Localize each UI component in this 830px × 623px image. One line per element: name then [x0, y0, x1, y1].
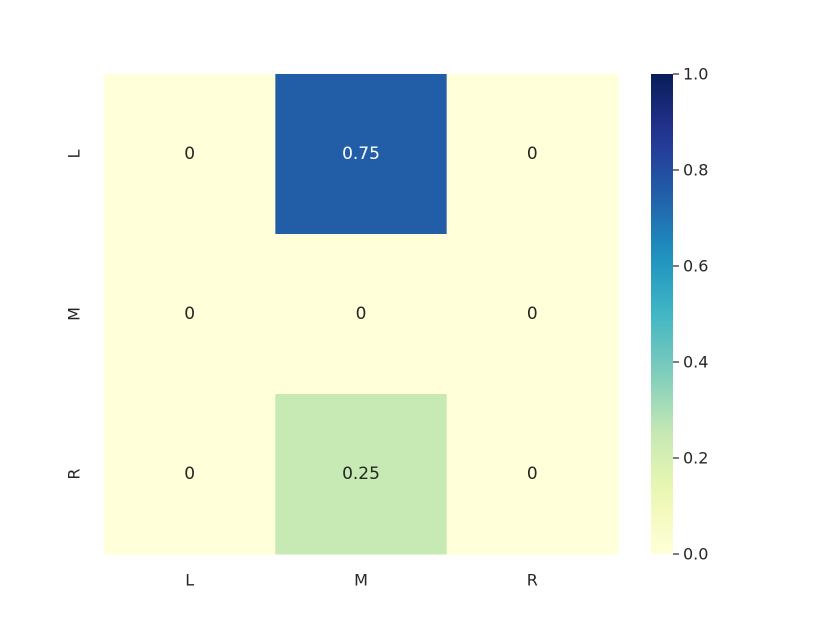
- heatmap-cell-L-R: [446, 74, 619, 235]
- heatmap-cell-M-M: [275, 234, 448, 395]
- cell-label: 0: [527, 304, 538, 324]
- colorbar-tick-label: 1.0: [683, 65, 708, 84]
- heatmap-cell-M-R: [446, 234, 619, 395]
- cell-label: 0.25: [342, 464, 380, 484]
- colorbar-tick-label: 0.2: [683, 449, 708, 468]
- heatmap-cells: [104, 74, 619, 555]
- cell-label: 0: [184, 304, 195, 324]
- y-tick-label: L: [65, 149, 84, 158]
- colorbar: 0.0 0.2 0.4 0.6 0.8 1.0: [651, 65, 708, 564]
- colorbar-tick-label: 0.0: [683, 545, 708, 564]
- heatmap-cell-R-M: [275, 394, 448, 555]
- heatmap-cell-L-M: [275, 74, 448, 235]
- y-axis-ticks: L M R: [65, 149, 84, 479]
- heatmap-cell-M-L: [104, 234, 276, 395]
- cell-label: 0: [184, 464, 195, 484]
- cell-label: 0: [527, 144, 538, 164]
- x-tick-label: M: [354, 571, 368, 590]
- cell-label: 0.75: [342, 144, 380, 164]
- cell-label: 0: [356, 304, 367, 324]
- cell-label: 0: [527, 464, 538, 484]
- y-tick-label: R: [65, 468, 84, 479]
- heatmap-cell-labels: 0 0.75 0 0 0 0 0 0.25 0: [184, 144, 537, 484]
- heatmap-cell-R-R: [446, 394, 619, 555]
- colorbar-tick-label: 0.6: [683, 257, 708, 276]
- colorbar-gradient: [651, 74, 673, 554]
- y-tick-label: M: [65, 307, 84, 321]
- heatmap-cell-R-L: [104, 394, 276, 555]
- x-tick-label: R: [527, 571, 538, 590]
- cell-label: 0: [184, 144, 195, 164]
- x-tick-label: L: [185, 571, 194, 590]
- colorbar-tick-label: 0.8: [683, 161, 708, 180]
- colorbar-tick-label: 0.4: [683, 353, 708, 372]
- heatmap-cell-L-L: [104, 74, 276, 235]
